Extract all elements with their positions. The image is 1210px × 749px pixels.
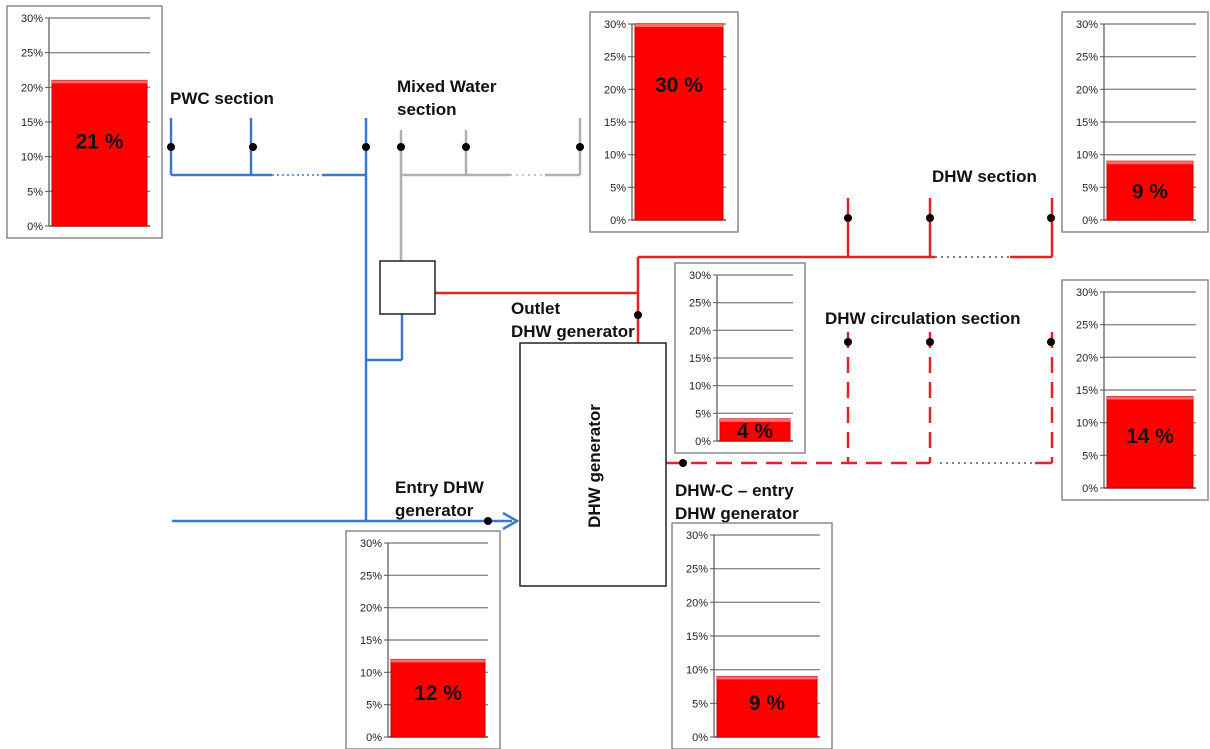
y-tick-label: 0%	[366, 732, 382, 744]
mixing-valve	[379, 260, 436, 315]
y-tick-label: 25%	[604, 52, 626, 64]
y-tick-label: 5%	[610, 182, 626, 194]
y-tick-label: 10%	[604, 150, 626, 162]
bar-highlight	[720, 418, 790, 422]
y-tick-label: 25%	[686, 564, 708, 576]
dhw-section-label: DHW section	[932, 167, 1037, 186]
y-tick-label: 5%	[695, 408, 711, 420]
y-tick-label: 10%	[360, 667, 382, 679]
bar	[390, 658, 486, 738]
dhw-pipes	[435, 198, 1054, 343]
mixed-water-label-1: Mixed Water	[397, 77, 497, 96]
bar-highlight	[391, 659, 485, 663]
pwc-pipes	[169, 118, 520, 531]
y-tick-label: 0%	[692, 732, 708, 744]
chart-dhwc: 0% 5% 10% 15% 20% 25% 30% 9 %	[671, 522, 833, 749]
y-tick-label: 0%	[27, 221, 43, 233]
y-tick-label: 5%	[366, 700, 382, 712]
y-tick-label: 0%	[1082, 215, 1098, 227]
outlet-label-1: Outlet	[511, 299, 560, 318]
bar-value-label: 30 %	[655, 74, 703, 97]
y-tick-label: 0%	[610, 215, 626, 227]
y-tick-label: 15%	[686, 631, 708, 643]
dhw-circulation-label: DHW circulation section	[825, 309, 1021, 328]
measurement-points	[167, 143, 1055, 525]
y-tick-label: 25%	[1076, 320, 1098, 332]
y-tick-label: 25%	[21, 48, 43, 60]
bar-highlight	[717, 676, 817, 680]
bar-value-label: 21 %	[76, 130, 124, 153]
chart-dhw-circulation: 0% 5% 10% 15% 20% 25% 30% 14 %	[1061, 279, 1209, 501]
y-tick-label: 20%	[604, 84, 626, 96]
mixed-water-pipes	[399, 118, 582, 261]
entry-label-2: generator	[395, 501, 474, 520]
bar-highlight	[1107, 161, 1193, 165]
y-tick-label: 10%	[686, 665, 708, 677]
y-tick-label: 30%	[1076, 19, 1098, 31]
y-tick-label: 15%	[1076, 117, 1098, 129]
chart-dhw: 0% 5% 10% 15% 20% 25% 30% 9 %	[1061, 11, 1209, 233]
dhw-generator-box	[519, 342, 667, 587]
chart-pwc: 0% 5% 10% 15% 20% 25% 30% 21 %	[6, 5, 163, 239]
y-tick-label: 15%	[604, 117, 626, 129]
dhw-circulation-pipes	[666, 332, 1054, 465]
y-tick-label: 25%	[689, 298, 711, 310]
y-tick-label: 25%	[360, 570, 382, 582]
bar-highlight	[635, 24, 723, 27]
y-tick-label: 30%	[686, 530, 708, 542]
bar	[51, 79, 148, 227]
bar-highlight	[1107, 396, 1193, 400]
bar	[1106, 396, 1194, 489]
bar-value-label: 9 %	[749, 692, 786, 715]
y-tick-label: 30%	[604, 19, 626, 31]
y-tick-label: 15%	[360, 635, 382, 647]
bar-value-label: 14 %	[1126, 425, 1174, 448]
y-tick-label: 10%	[689, 381, 711, 393]
bar-value-label: 9 %	[1132, 181, 1169, 204]
y-tick-label: 25%	[1076, 52, 1098, 64]
chart-mixed-water: 0% 5% 10% 15% 20% 25% 30% 30 %	[589, 11, 739, 233]
y-tick-label: 20%	[689, 325, 711, 337]
y-tick-label: 10%	[1076, 150, 1098, 162]
y-tick-label: 20%	[1076, 352, 1098, 364]
y-tick-label: 20%	[21, 82, 43, 94]
y-tick-label: 5%	[1082, 450, 1098, 462]
y-tick-label: 5%	[1082, 182, 1098, 194]
y-tick-label: 15%	[689, 353, 711, 365]
y-tick-label: 20%	[1076, 84, 1098, 96]
outlet-label-2: DHW generator	[511, 322, 635, 341]
bar-highlight	[52, 80, 147, 84]
y-tick-label: 15%	[21, 117, 43, 129]
y-tick-label: 20%	[686, 597, 708, 609]
bar	[634, 23, 724, 221]
y-tick-label: 30%	[360, 538, 382, 550]
y-tick-label: 5%	[692, 698, 708, 710]
y-tick-label: 30%	[21, 13, 43, 25]
chart-outlet: 0% 5% 10% 15% 20% 25% 30% 4 %	[674, 262, 806, 454]
y-tick-label: 5%	[27, 186, 43, 198]
chart-entry: 0% 5% 10% 15% 20% 25% 30% 12 %	[345, 530, 501, 749]
y-tick-label: 20%	[360, 603, 382, 615]
y-tick-label: 0%	[1082, 483, 1098, 495]
y-tick-label: 30%	[689, 270, 711, 282]
entry-label-1: Entry DHW	[395, 478, 485, 497]
y-tick-label: 0%	[695, 436, 711, 448]
bar-value-label: 12 %	[414, 682, 462, 705]
pwc-section-label: PWC section	[170, 89, 274, 108]
dhwc-label-1: DHW-C – entry	[675, 481, 794, 500]
y-tick-label: 15%	[1076, 385, 1098, 397]
y-tick-label: 30%	[1076, 287, 1098, 299]
mixed-water-label-2: section	[397, 100, 457, 119]
dhw-generator-label: DHW generator	[585, 404, 604, 528]
y-tick-label: 10%	[1076, 418, 1098, 430]
dhwc-label-2: DHW generator	[675, 504, 799, 523]
y-tick-label: 10%	[21, 152, 43, 164]
bar	[1106, 160, 1194, 221]
bar-value-label: 4 %	[737, 420, 774, 443]
